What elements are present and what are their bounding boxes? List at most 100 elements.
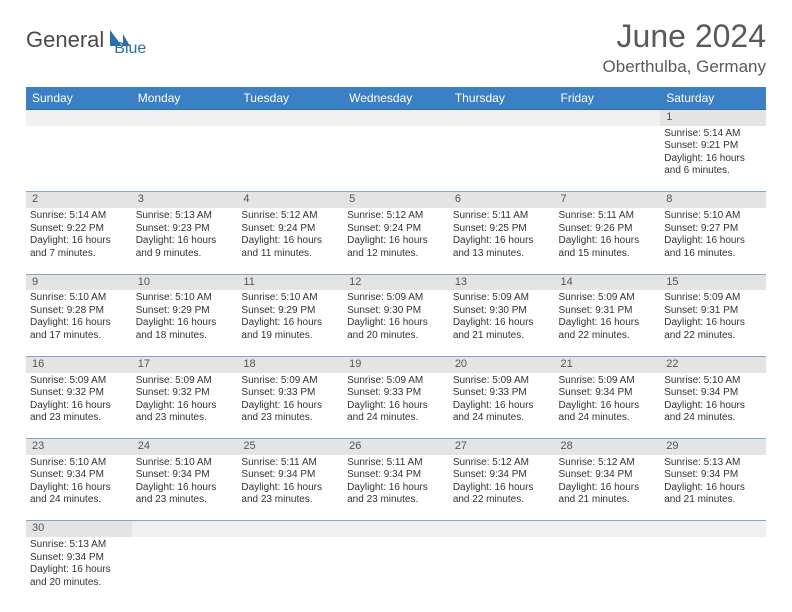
day-details: Sunrise: 5:10 AM Sunset: 9:29 PM Dayligh… bbox=[241, 292, 339, 342]
day-details: Sunrise: 5:10 AM Sunset: 9:27 PM Dayligh… bbox=[664, 210, 762, 260]
day-cell: Sunrise: 5:09 AM Sunset: 9:32 PM Dayligh… bbox=[26, 373, 132, 439]
day-details: Sunrise: 5:12 AM Sunset: 9:34 PM Dayligh… bbox=[559, 457, 657, 507]
day-number-cell: 12 bbox=[343, 274, 449, 290]
day-cell: Sunrise: 5:09 AM Sunset: 9:33 PM Dayligh… bbox=[343, 373, 449, 439]
day-number-cell: 9 bbox=[26, 274, 132, 290]
day-number-cell: 18 bbox=[237, 356, 343, 372]
day-cell bbox=[237, 537, 343, 603]
week-row: Sunrise: 5:13 AM Sunset: 9:34 PM Dayligh… bbox=[26, 537, 766, 603]
day-cell bbox=[343, 126, 449, 192]
day-number-cell bbox=[660, 521, 766, 537]
day-cell: Sunrise: 5:10 AM Sunset: 9:29 PM Dayligh… bbox=[132, 290, 238, 356]
day-number-cell: 2 bbox=[26, 192, 132, 208]
day-number-cell: 1 bbox=[660, 110, 766, 126]
day-number-cell: 13 bbox=[449, 274, 555, 290]
daynum-row: 16171819202122 bbox=[26, 356, 766, 372]
day-details: Sunrise: 5:12 AM Sunset: 9:24 PM Dayligh… bbox=[347, 210, 445, 260]
day-cell: Sunrise: 5:14 AM Sunset: 9:22 PM Dayligh… bbox=[26, 208, 132, 274]
day-cell: Sunrise: 5:13 AM Sunset: 9:34 PM Dayligh… bbox=[26, 537, 132, 603]
day-number-cell: 20 bbox=[449, 356, 555, 372]
day-number-cell: 5 bbox=[343, 192, 449, 208]
day-cell: Sunrise: 5:12 AM Sunset: 9:34 PM Dayligh… bbox=[449, 455, 555, 521]
day-header: Tuesday bbox=[237, 87, 343, 110]
day-number-cell bbox=[26, 110, 132, 126]
day-cell: Sunrise: 5:10 AM Sunset: 9:28 PM Dayligh… bbox=[26, 290, 132, 356]
day-cell: Sunrise: 5:09 AM Sunset: 9:31 PM Dayligh… bbox=[660, 290, 766, 356]
day-cell bbox=[555, 126, 661, 192]
day-header: Sunday bbox=[26, 87, 132, 110]
daynum-row: 23242526272829 bbox=[26, 439, 766, 455]
day-number-cell: 19 bbox=[343, 356, 449, 372]
day-cell bbox=[343, 537, 449, 603]
day-number-cell: 28 bbox=[555, 439, 661, 455]
day-details: Sunrise: 5:09 AM Sunset: 9:32 PM Dayligh… bbox=[30, 375, 128, 425]
day-details: Sunrise: 5:09 AM Sunset: 9:30 PM Dayligh… bbox=[347, 292, 445, 342]
day-cell: Sunrise: 5:09 AM Sunset: 9:30 PM Dayligh… bbox=[343, 290, 449, 356]
day-number-cell bbox=[555, 110, 661, 126]
day-cell: Sunrise: 5:12 AM Sunset: 9:24 PM Dayligh… bbox=[237, 208, 343, 274]
day-number-cell: 11 bbox=[237, 274, 343, 290]
day-details: Sunrise: 5:13 AM Sunset: 9:23 PM Dayligh… bbox=[136, 210, 234, 260]
day-number-cell bbox=[449, 110, 555, 126]
day-number-cell: 22 bbox=[660, 356, 766, 372]
day-number-cell: 24 bbox=[132, 439, 238, 455]
day-details: Sunrise: 5:09 AM Sunset: 9:30 PM Dayligh… bbox=[453, 292, 551, 342]
title-block: June 2024 Oberthulba, Germany bbox=[603, 18, 766, 77]
day-details: Sunrise: 5:14 AM Sunset: 9:22 PM Dayligh… bbox=[30, 210, 128, 260]
day-cell bbox=[449, 537, 555, 603]
daynum-row: 30 bbox=[26, 521, 766, 537]
day-cell bbox=[660, 537, 766, 603]
day-number-cell bbox=[237, 110, 343, 126]
day-details: Sunrise: 5:09 AM Sunset: 9:34 PM Dayligh… bbox=[559, 375, 657, 425]
day-cell: Sunrise: 5:09 AM Sunset: 9:33 PM Dayligh… bbox=[449, 373, 555, 439]
day-details: Sunrise: 5:11 AM Sunset: 9:34 PM Dayligh… bbox=[347, 457, 445, 507]
day-cell bbox=[26, 126, 132, 192]
day-cell: Sunrise: 5:11 AM Sunset: 9:34 PM Dayligh… bbox=[237, 455, 343, 521]
day-cell: Sunrise: 5:11 AM Sunset: 9:25 PM Dayligh… bbox=[449, 208, 555, 274]
day-number-cell: 10 bbox=[132, 274, 238, 290]
logo-text-blue: Blue bbox=[114, 40, 146, 58]
day-cell: Sunrise: 5:10 AM Sunset: 9:29 PM Dayligh… bbox=[237, 290, 343, 356]
day-number-cell: 29 bbox=[660, 439, 766, 455]
day-cell bbox=[132, 126, 238, 192]
day-details: Sunrise: 5:11 AM Sunset: 9:25 PM Dayligh… bbox=[453, 210, 551, 260]
day-number-cell: 25 bbox=[237, 439, 343, 455]
day-number-cell: 30 bbox=[26, 521, 132, 537]
day-header: Friday bbox=[555, 87, 661, 110]
day-cell: Sunrise: 5:14 AM Sunset: 9:21 PM Dayligh… bbox=[660, 126, 766, 192]
day-number-cell: 6 bbox=[449, 192, 555, 208]
day-cell bbox=[132, 537, 238, 603]
day-cell: Sunrise: 5:11 AM Sunset: 9:26 PM Dayligh… bbox=[555, 208, 661, 274]
day-details: Sunrise: 5:09 AM Sunset: 9:33 PM Dayligh… bbox=[347, 375, 445, 425]
day-cell: Sunrise: 5:13 AM Sunset: 9:23 PM Dayligh… bbox=[132, 208, 238, 274]
day-details: Sunrise: 5:12 AM Sunset: 9:34 PM Dayligh… bbox=[453, 457, 551, 507]
week-row: Sunrise: 5:14 AM Sunset: 9:21 PM Dayligh… bbox=[26, 126, 766, 192]
day-number-cell: 8 bbox=[660, 192, 766, 208]
day-cell bbox=[449, 126, 555, 192]
day-cell bbox=[555, 537, 661, 603]
day-cell: Sunrise: 5:09 AM Sunset: 9:34 PM Dayligh… bbox=[555, 373, 661, 439]
day-details: Sunrise: 5:09 AM Sunset: 9:32 PM Dayligh… bbox=[136, 375, 234, 425]
daynum-row: 1 bbox=[26, 110, 766, 126]
calendar-table: Sunday Monday Tuesday Wednesday Thursday… bbox=[26, 87, 766, 603]
day-number-cell: 23 bbox=[26, 439, 132, 455]
day-details: Sunrise: 5:09 AM Sunset: 9:31 PM Dayligh… bbox=[664, 292, 762, 342]
day-number-cell: 14 bbox=[555, 274, 661, 290]
day-details: Sunrise: 5:10 AM Sunset: 9:28 PM Dayligh… bbox=[30, 292, 128, 342]
day-cell: Sunrise: 5:09 AM Sunset: 9:30 PM Dayligh… bbox=[449, 290, 555, 356]
day-details: Sunrise: 5:09 AM Sunset: 9:33 PM Dayligh… bbox=[453, 375, 551, 425]
daynum-row: 2345678 bbox=[26, 192, 766, 208]
day-number-cell: 7 bbox=[555, 192, 661, 208]
day-details: Sunrise: 5:09 AM Sunset: 9:31 PM Dayligh… bbox=[559, 292, 657, 342]
day-cell: Sunrise: 5:10 AM Sunset: 9:34 PM Dayligh… bbox=[660, 373, 766, 439]
day-number-cell bbox=[237, 521, 343, 537]
day-details: Sunrise: 5:13 AM Sunset: 9:34 PM Dayligh… bbox=[664, 457, 762, 507]
day-number-cell bbox=[132, 521, 238, 537]
day-cell: Sunrise: 5:10 AM Sunset: 9:34 PM Dayligh… bbox=[132, 455, 238, 521]
week-row: Sunrise: 5:14 AM Sunset: 9:22 PM Dayligh… bbox=[26, 208, 766, 274]
day-header-row: Sunday Monday Tuesday Wednesday Thursday… bbox=[26, 87, 766, 110]
day-cell: Sunrise: 5:10 AM Sunset: 9:27 PM Dayligh… bbox=[660, 208, 766, 274]
day-number-cell: 21 bbox=[555, 356, 661, 372]
week-row: Sunrise: 5:09 AM Sunset: 9:32 PM Dayligh… bbox=[26, 373, 766, 439]
week-row: Sunrise: 5:10 AM Sunset: 9:28 PM Dayligh… bbox=[26, 290, 766, 356]
